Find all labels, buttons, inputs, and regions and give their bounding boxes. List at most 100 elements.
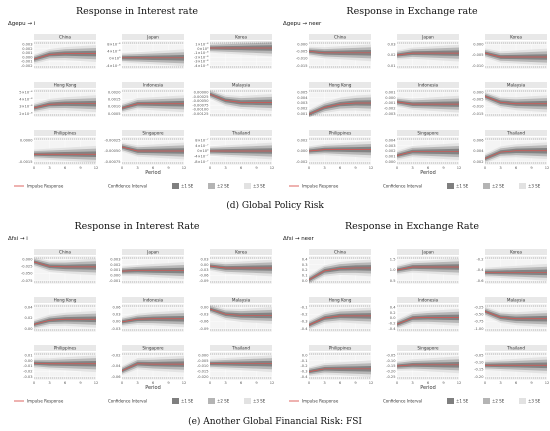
y-tick-label: 0.4 xyxy=(302,258,308,262)
panel-title-bar xyxy=(122,249,184,255)
panel-title-bar xyxy=(397,297,459,303)
y-tick-label: -0.4 xyxy=(300,327,308,331)
y-tick-label: -0.2 xyxy=(300,364,307,368)
panel-title: Korea xyxy=(510,249,522,254)
x-axis-label: Period xyxy=(145,170,161,176)
ci-band-se1 xyxy=(34,316,96,326)
x-tick-label: 12 xyxy=(545,166,550,170)
x-tick-label: 9 xyxy=(354,381,357,385)
ci-band-se1 xyxy=(122,315,184,324)
y-tick-label: 0.001 xyxy=(22,51,32,55)
y-tick-label: -0.1 xyxy=(300,306,307,310)
x-tick-label: 9 xyxy=(530,166,533,170)
y-tick-label: -0.00125 xyxy=(192,112,208,116)
impulse-response-line xyxy=(396,364,459,367)
x-tick-label: 0 xyxy=(209,381,212,385)
panel-title: Japan xyxy=(146,249,159,254)
y-tick-label: 0.2 xyxy=(390,311,396,315)
y-tick-label: 0.00000 xyxy=(194,91,210,95)
panel-title-bar xyxy=(210,249,272,255)
legend-se3-label: ±3 SE xyxy=(528,398,541,403)
x-tick-label: 9 xyxy=(79,166,82,170)
y-tick-label: 3×10⁻⁸ xyxy=(19,105,33,109)
y-tick-label: -0.00025 xyxy=(104,139,120,143)
panel-title: China xyxy=(334,249,346,254)
y-tick-label: -0.005 xyxy=(472,53,484,57)
y-tick-label: 0.02 xyxy=(24,316,32,320)
panel-korea: Korea 1×10⁻⁸0×10⁰-1×10⁻⁸-2×10⁻⁸-3×10⁻⁸-4×… xyxy=(194,34,273,69)
x-tick-label: 6 xyxy=(515,381,518,385)
y-tick-label: -0.03 xyxy=(111,327,120,331)
y-tick-label: 0.002 xyxy=(22,47,32,51)
y-tick-label: 8×10⁻⁸ xyxy=(107,43,121,47)
y-tick-label: 0.002 xyxy=(110,263,120,267)
x-tick-label: 9 xyxy=(354,166,357,170)
y-tick-label: 0.000 xyxy=(473,91,484,95)
impulse-response-line xyxy=(308,267,371,281)
y-tick-label: 0.002 xyxy=(297,107,307,111)
y-tick-label: -0.002 xyxy=(296,160,308,164)
x-tick-label: 9 xyxy=(255,166,258,170)
panel-title: Indonesia xyxy=(418,82,439,87)
panel-malaysia: Malaysia 0.000 -0.005 -0.010 -0.015 xyxy=(472,82,548,117)
x-tick-label: 0 xyxy=(396,166,399,170)
panel-china: China 0.000 -0.005 -0.010 -0.015 xyxy=(296,34,372,69)
y-tick-label: 0.0 xyxy=(302,354,308,358)
y-tick-label: 0×10⁰ xyxy=(197,149,209,153)
y-tick-label: 2×10⁻⁸ xyxy=(19,112,33,116)
legend-se2-swatch xyxy=(208,183,215,189)
impulse-response-line xyxy=(121,270,184,272)
y-tick-label: 0.000 xyxy=(385,96,396,100)
y-tick-label: 0.03 xyxy=(112,313,120,317)
panel-title: Korea xyxy=(510,34,522,39)
y-tick-label: 0.5 xyxy=(390,279,396,283)
legend-se2-label: ±2 SE xyxy=(217,398,230,403)
panel-title: Philippines xyxy=(54,345,77,350)
y-tick-label: -8×10⁻⁷ xyxy=(194,160,209,164)
x-tick-label: 0 xyxy=(484,166,487,170)
y-tick-label: -0.1 xyxy=(300,359,307,363)
y-tick-label: 5×10⁻⁸ xyxy=(19,91,33,95)
y-tick-label: 0×10⁰ xyxy=(197,47,209,51)
panel-title: Indonesia xyxy=(418,297,439,302)
x-tick-label: 9 xyxy=(442,381,445,385)
panel-title: Hong Kong xyxy=(54,82,77,87)
panel-title-bar xyxy=(34,297,96,303)
panel-title: Thailand xyxy=(231,130,250,135)
impulse-response-line xyxy=(484,52,547,58)
y-tick-label: 0.0 xyxy=(390,316,396,320)
y-tick-label: 0.000 xyxy=(22,258,33,262)
ci-band-se1 xyxy=(210,264,272,271)
x-tick-label: 0 xyxy=(209,166,212,170)
panel-japan: Japan 0.03 0.02 0.01 xyxy=(387,34,460,69)
panel-title-bar xyxy=(210,130,272,136)
y-tick-label: -0.20 xyxy=(474,375,484,379)
panel-korea: Korea 0.000 -0.005 -0.010 xyxy=(472,34,548,69)
y-tick-label: -0.4 xyxy=(388,327,396,331)
y-tick-label: -0.00075 xyxy=(104,160,120,164)
panel-title-bar xyxy=(309,34,371,40)
panel-title-bar xyxy=(122,82,184,88)
y-tick-label: 0.06 xyxy=(112,306,121,310)
x-tick-label: 12 xyxy=(457,381,462,385)
legend-se3-label: ±3 SE xyxy=(528,183,541,188)
y-tick-label: 0.006 xyxy=(473,139,484,143)
panel-title: Philippines xyxy=(329,130,352,135)
panel-title-bar xyxy=(485,249,547,255)
panel-singapore: Singapore -0.02 -0.04 -0.060 3 6 9 12 xyxy=(111,345,186,385)
x-tick-label: 3 xyxy=(411,166,413,170)
panel-title-bar xyxy=(34,249,96,255)
ci-band-se1 xyxy=(309,313,371,327)
panel-title: Thailand xyxy=(231,345,250,350)
y-tick-label: 0.00 xyxy=(200,306,209,310)
x-tick-label: 12 xyxy=(270,381,275,385)
y-tick-label: 0.01 xyxy=(387,64,395,68)
y-tick-label: -0.50 xyxy=(474,313,484,317)
panel-title-bar xyxy=(309,249,371,255)
x-tick-label: 9 xyxy=(255,381,258,385)
y-tick-label: -0.4 xyxy=(300,375,308,379)
y-tick-label: -0.00025 xyxy=(192,95,208,99)
x-tick-label: 6 xyxy=(152,381,155,385)
ci-band-se1 xyxy=(122,100,184,110)
panel-title-bar xyxy=(485,82,547,88)
